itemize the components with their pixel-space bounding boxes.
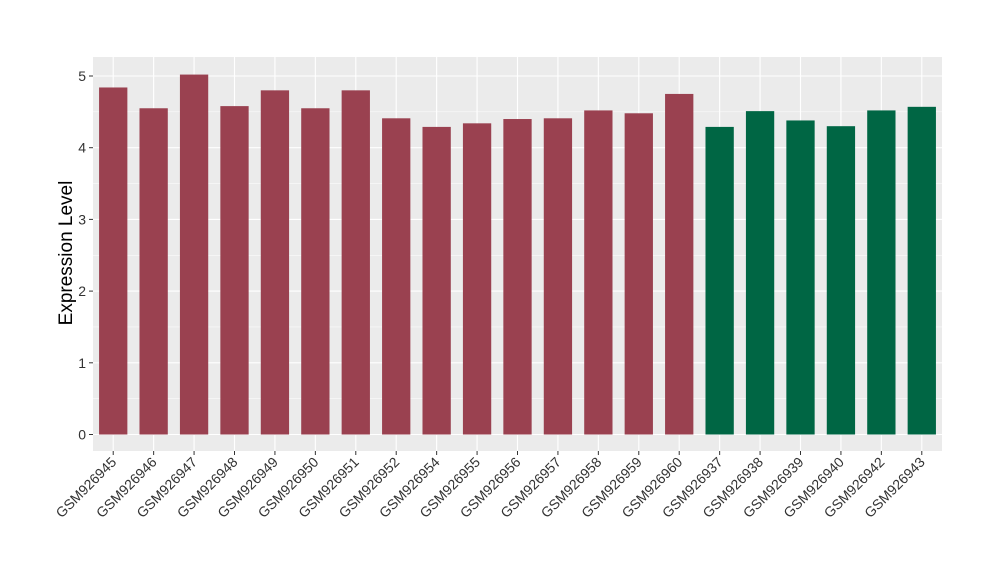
- bar: [382, 118, 411, 435]
- bar: [745, 111, 775, 435]
- bar: [786, 120, 815, 435]
- bar: [462, 123, 492, 435]
- y-axis-label: Expression Level: [56, 181, 77, 326]
- y-tick-label: 2: [78, 283, 86, 299]
- bar: [503, 119, 532, 435]
- bar: [665, 93, 694, 435]
- bar: [422, 126, 451, 435]
- bar: [99, 87, 128, 435]
- y-axis: 0 1 2 3 4 5: [78, 68, 93, 443]
- bar: [907, 106, 936, 435]
- bar: [624, 113, 653, 435]
- bars: [99, 74, 936, 435]
- y-tick-label: 3: [78, 211, 86, 227]
- y-tick-label: 5: [78, 68, 86, 84]
- bar: [543, 118, 573, 435]
- bar: [260, 90, 290, 435]
- y-tick-label: 1: [78, 355, 86, 371]
- bar: [705, 126, 734, 435]
- bar: [220, 106, 249, 435]
- bar: [179, 74, 209, 435]
- bar: [584, 110, 613, 435]
- y-tick-label: 4: [78, 140, 86, 156]
- x-axis: GSM926945GSM926946GSM926947GSM926948GSM9…: [52, 451, 928, 521]
- bar: [139, 108, 168, 435]
- y-tick-label: 0: [78, 427, 86, 443]
- bar: [341, 90, 370, 435]
- bar: [826, 126, 856, 435]
- bar: [867, 110, 896, 435]
- bar: [301, 108, 330, 435]
